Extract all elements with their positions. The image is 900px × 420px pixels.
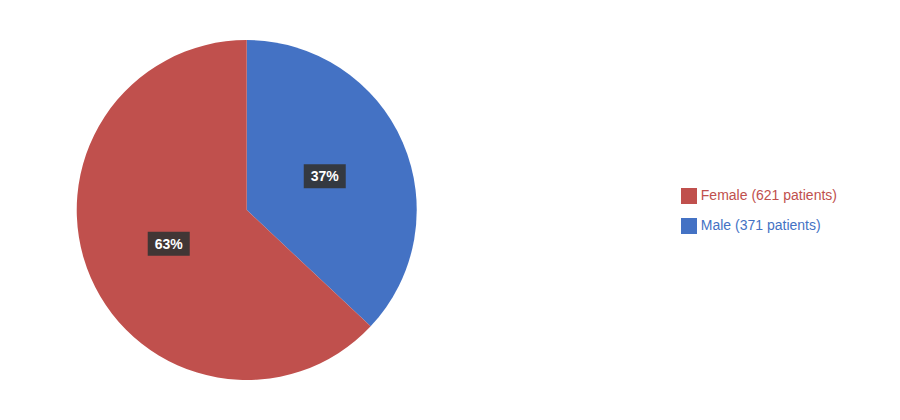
svg-text:37%: 37% [311, 168, 340, 184]
html-text:Female (621 patients): Female (621 patients) [700, 187, 837, 203]
svg-text:63%: 63% [155, 236, 184, 252]
html-text:Male (371 patients): Male (371 patients) [700, 217, 821, 233]
